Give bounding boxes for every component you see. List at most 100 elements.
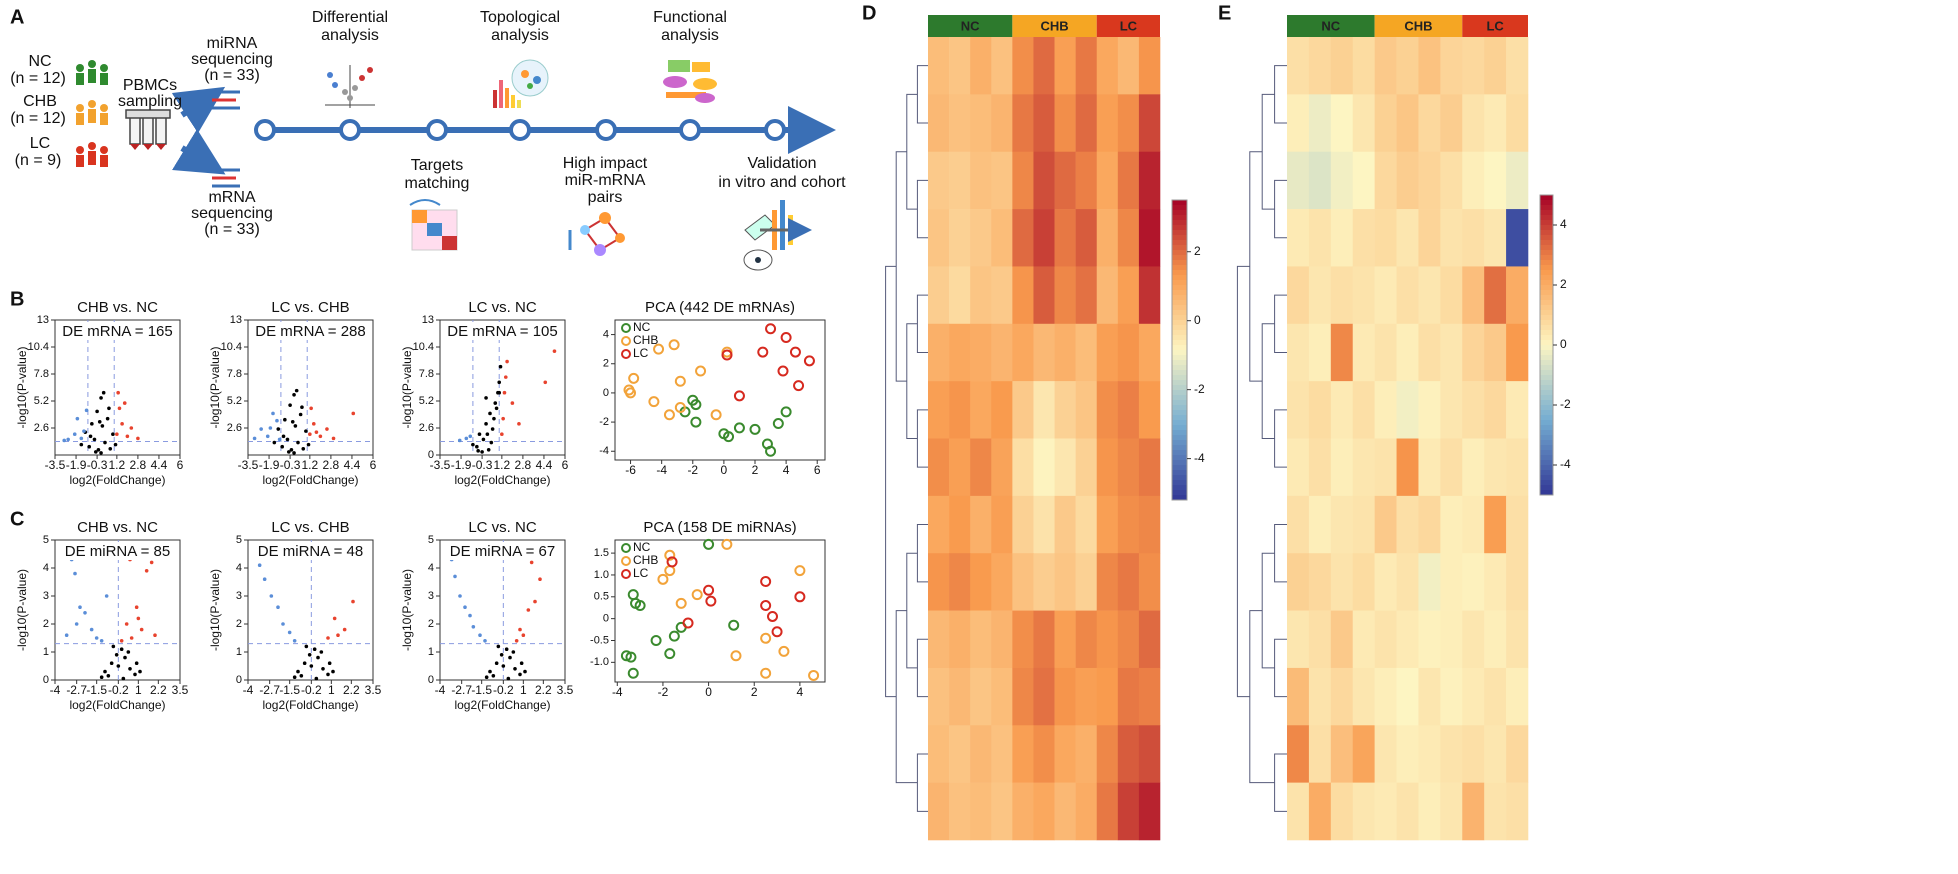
heat-cell bbox=[1308, 209, 1332, 267]
heat-cell bbox=[1330, 209, 1354, 267]
heat-cell bbox=[1462, 323, 1485, 382]
chart-title: PCA (158 DE miRNAs) bbox=[643, 519, 796, 536]
colorbar-segment bbox=[1540, 265, 1553, 271]
point bbox=[780, 406, 792, 418]
heat-cell bbox=[1138, 610, 1161, 669]
point bbox=[296, 669, 300, 674]
plot-frame bbox=[247, 539, 374, 681]
heat-cell bbox=[1330, 495, 1354, 554]
colorbar-segment bbox=[1172, 365, 1187, 371]
heat-cell bbox=[1374, 37, 1397, 95]
heat-cell bbox=[1117, 266, 1140, 325]
point bbox=[115, 432, 119, 437]
point bbox=[627, 589, 639, 601]
point bbox=[136, 616, 141, 621]
point bbox=[705, 595, 717, 607]
colorbar-label: -4 bbox=[1194, 451, 1205, 465]
colorbar-segment bbox=[1172, 305, 1187, 311]
colorbar-segment bbox=[1172, 270, 1187, 276]
heat-cell bbox=[1075, 495, 1098, 554]
y-tick-label: 0 bbox=[428, 449, 434, 461]
heat-cell bbox=[991, 553, 1013, 611]
heat-cell bbox=[1117, 37, 1140, 95]
colorbar-segment bbox=[1540, 460, 1553, 466]
heat-cell bbox=[1352, 667, 1375, 726]
point bbox=[682, 617, 694, 629]
point bbox=[504, 647, 509, 651]
heat-cell bbox=[1287, 725, 1310, 783]
heat-cell bbox=[1054, 495, 1076, 554]
workflow-text: Functional bbox=[653, 9, 727, 26]
colorbar-segment bbox=[1172, 355, 1187, 361]
heat-cell bbox=[1462, 209, 1485, 267]
x-tick-label: -1.5 bbox=[471, 683, 492, 697]
heat-cell bbox=[1396, 782, 1419, 841]
heat-cell bbox=[1054, 725, 1076, 783]
point bbox=[99, 639, 104, 643]
point bbox=[789, 346, 801, 358]
heat-cell bbox=[1012, 725, 1034, 783]
point bbox=[771, 626, 783, 638]
heat-cell bbox=[1484, 37, 1507, 95]
point bbox=[269, 594, 274, 598]
heat-cell bbox=[1396, 725, 1419, 783]
x-tick-label: 6 bbox=[177, 458, 184, 472]
heat-cell bbox=[1440, 209, 1463, 267]
colorbar-segment bbox=[1172, 240, 1187, 246]
heat-cell bbox=[1374, 667, 1397, 726]
x-tick-label: -4 bbox=[435, 683, 446, 697]
colorbar-segment bbox=[1540, 440, 1553, 446]
dendrogram bbox=[1261, 93, 1275, 210]
point bbox=[79, 442, 84, 447]
point bbox=[114, 653, 119, 657]
heat-cell bbox=[1096, 266, 1119, 325]
point bbox=[518, 672, 522, 677]
heat-cell bbox=[1012, 553, 1034, 611]
heat-cell bbox=[1506, 94, 1529, 153]
heat-cell bbox=[970, 323, 992, 382]
point bbox=[133, 672, 137, 677]
heat-cell bbox=[1012, 323, 1034, 382]
point bbox=[690, 416, 702, 428]
heat-cell bbox=[928, 266, 950, 325]
workflow-text: (n = 33) bbox=[204, 67, 260, 84]
point bbox=[518, 627, 522, 632]
x-tick-label: -2.7 bbox=[259, 683, 280, 697]
colorbar-segment bbox=[1540, 405, 1553, 411]
heat-cell bbox=[1418, 37, 1441, 95]
x-tick-label: -0.2 bbox=[108, 683, 129, 697]
colorbar-segment bbox=[1540, 370, 1553, 376]
colorbar-segment bbox=[1540, 305, 1553, 311]
heat-cell bbox=[1484, 266, 1507, 325]
annotation: DE miRNA = 85 bbox=[65, 543, 170, 560]
point bbox=[103, 440, 107, 445]
heat-cell bbox=[1075, 266, 1098, 325]
point bbox=[99, 675, 104, 679]
colorbar-segment bbox=[1172, 450, 1187, 456]
colorbar-segment bbox=[1172, 425, 1187, 431]
heat-cell bbox=[928, 209, 950, 267]
point bbox=[514, 639, 519, 643]
colorbar-segment bbox=[1540, 250, 1553, 256]
plot-frame bbox=[54, 539, 181, 681]
point bbox=[526, 608, 531, 612]
colorbar-segment bbox=[1540, 270, 1553, 276]
heat-cell bbox=[1484, 667, 1507, 726]
plot-frame bbox=[614, 539, 826, 683]
colorbar-segment bbox=[1540, 365, 1553, 371]
point bbox=[326, 672, 330, 677]
x-tick-label: -3.5 bbox=[45, 458, 66, 472]
point bbox=[116, 664, 121, 668]
x-tick-label: -1.5 bbox=[279, 683, 300, 697]
heat-cell bbox=[1096, 151, 1119, 210]
colorbar-frame bbox=[1171, 199, 1188, 501]
workflow-text: in vitro and cohort bbox=[718, 174, 846, 191]
colorbar-label: 0 bbox=[1194, 313, 1201, 327]
point bbox=[87, 444, 92, 449]
colorbar-segment bbox=[1540, 320, 1553, 326]
heat-cell bbox=[928, 94, 950, 153]
heat-cell bbox=[1330, 553, 1354, 611]
heat-cell bbox=[928, 323, 950, 382]
heat-cell bbox=[1462, 438, 1485, 497]
point bbox=[107, 406, 111, 411]
